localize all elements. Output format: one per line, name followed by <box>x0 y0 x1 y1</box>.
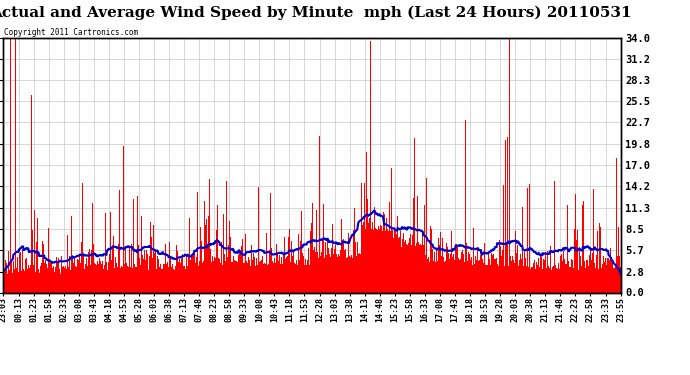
Text: Actual and Average Wind Speed by Minute  mph (Last 24 Hours) 20110531: Actual and Average Wind Speed by Minute … <box>0 6 631 20</box>
Text: Copyright 2011 Cartronics.com: Copyright 2011 Cartronics.com <box>4 28 138 37</box>
